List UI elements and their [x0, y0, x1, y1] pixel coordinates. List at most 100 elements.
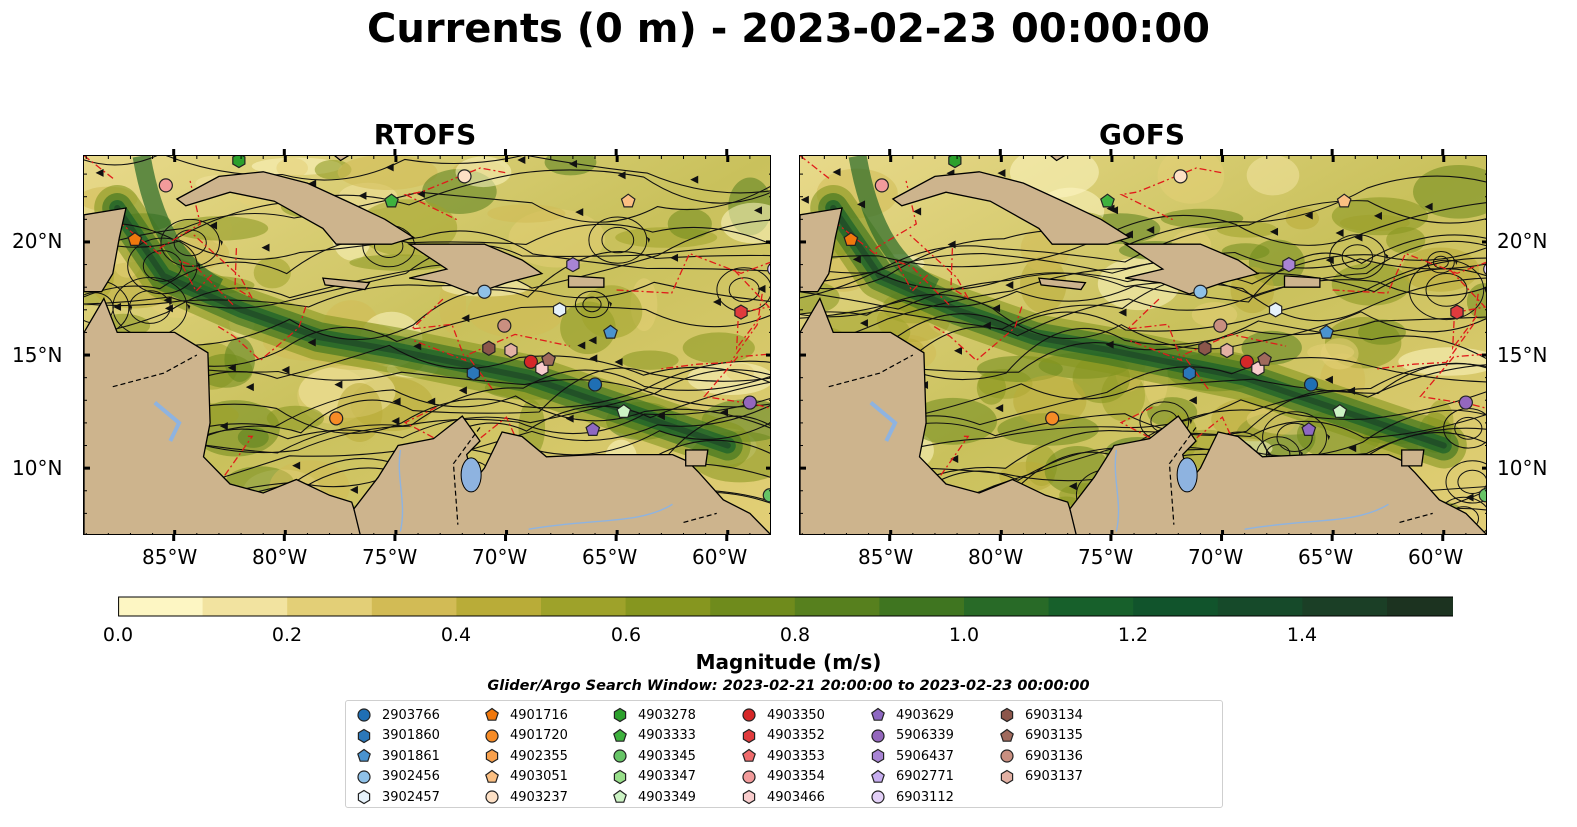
- float-marker: [1332, 403, 1348, 418]
- float-marker: [1450, 304, 1464, 320]
- legend-marker: [742, 789, 756, 805]
- central-america-landmass: [84, 297, 363, 534]
- current-jet: [848, 156, 940, 296]
- float-marker: [457, 169, 472, 184]
- country-border: [828, 354, 1433, 525]
- legend-item: 4901716: [484, 705, 568, 725]
- eez-boundary: [178, 435, 254, 510]
- colorbar-segment: [118, 597, 204, 616]
- float-marker: [504, 342, 518, 359]
- legend-marker: [871, 728, 885, 743]
- streamline: [800, 260, 1486, 350]
- legend-label: 6903136: [1025, 748, 1083, 764]
- lon-tick-label: 70°W: [1188, 545, 1244, 569]
- lat-tick-label: 20°N: [1497, 229, 1548, 253]
- streamline: [800, 251, 1486, 274]
- river: [1244, 503, 1389, 530]
- float-marker: [497, 318, 512, 333]
- legend-item: 3901860: [356, 726, 440, 746]
- speed-patch: [1307, 343, 1355, 361]
- float-marker: [158, 178, 173, 193]
- map-panel-rtofs[interactable]: [83, 155, 771, 535]
- colorbar-tick-label: 1.4: [1286, 624, 1318, 646]
- flow-arrow: [458, 386, 467, 395]
- colorbar-segment: [202, 597, 288, 616]
- float-marker: [1483, 263, 1486, 275]
- south-america-landmass: [353, 415, 770, 534]
- legend-marker: [357, 728, 371, 743]
- eddy-streamline: [574, 290, 610, 319]
- flow-arrow: [1354, 233, 1363, 242]
- circle-marker-icon: [485, 728, 499, 743]
- colorbar-segment: [541, 597, 627, 616]
- eez-boundary: [894, 259, 950, 306]
- lon-tick-label: 85°W: [858, 545, 914, 569]
- pentagon-marker-icon: [613, 789, 627, 803]
- streamline: [84, 219, 770, 337]
- legend-marker: [613, 749, 627, 763]
- legend-item: 4903350: [741, 705, 825, 725]
- eddy-streamline: [588, 216, 648, 264]
- streamline: [800, 202, 1486, 268]
- float-marker: [482, 340, 496, 356]
- flow-arrow: [950, 454, 959, 463]
- map-panel-gofs[interactable]: [799, 155, 1487, 535]
- float-marker: [874, 178, 889, 193]
- legend-item: 4903353: [741, 746, 825, 766]
- legend-marker: [613, 769, 627, 784]
- legend-marker: [485, 790, 499, 804]
- central-america-landmass: [800, 297, 1079, 534]
- colorbar-segment: [371, 597, 457, 616]
- flow-arrow: [1304, 211, 1313, 220]
- legend-item: 6903137: [999, 767, 1083, 787]
- legend-marker: [1000, 728, 1014, 742]
- colorbar-tick-label: 1.2: [1117, 624, 1149, 646]
- legend-label: 4903333: [638, 728, 696, 743]
- flow-arrow: [164, 304, 173, 313]
- flow-arrow: [719, 408, 728, 417]
- float-marker: [616, 403, 632, 418]
- eez-boundary: [105, 180, 202, 257]
- flow-arrow: [852, 255, 861, 264]
- eddy-streamline: [601, 226, 635, 254]
- eddy-streamline: [1276, 422, 1313, 452]
- hexagon-marker-icon: [742, 728, 756, 743]
- speed-patch: [976, 371, 1006, 405]
- legend-item: 4903237: [484, 787, 568, 807]
- flow-arrow: [832, 168, 841, 177]
- legend-label: 3902456: [382, 769, 440, 784]
- legend-item: 4902355: [484, 746, 568, 766]
- lon-tick-label: 60°W: [1408, 545, 1464, 569]
- speed-patch: [1157, 156, 1225, 204]
- eddy-streamline: [1445, 460, 1486, 504]
- flow-arrow: [575, 208, 584, 217]
- flow-arrow: [349, 485, 358, 494]
- flow-arrow: [859, 319, 868, 328]
- float-marker: [603, 324, 618, 339]
- river: [528, 503, 673, 530]
- colorbar-segment: [964, 597, 1050, 616]
- circle-marker-icon: [742, 708, 756, 722]
- colorbar-tick-label: 0.4: [440, 624, 472, 646]
- float-marker: [1193, 284, 1208, 299]
- float-marker: [127, 231, 143, 247]
- legend-item: 4903354: [741, 767, 825, 787]
- lon-tick-label: 65°W: [582, 545, 638, 569]
- streamline: [84, 230, 770, 272]
- float-marker: [762, 488, 770, 503]
- float-marker: [767, 263, 770, 275]
- lat-tick-label: 10°N: [1497, 456, 1548, 480]
- lon-tick-label: 65°W: [1298, 545, 1354, 569]
- legend-marker: [742, 708, 756, 722]
- float-marker: [329, 411, 344, 426]
- trinidad-landmass: [685, 449, 709, 467]
- eddy-streamline: [142, 250, 183, 282]
- float-marker: [1301, 421, 1317, 436]
- legend-marker: [1000, 749, 1014, 763]
- streamline: [84, 281, 770, 308]
- speed-patch: [1216, 221, 1278, 238]
- eddy-streamline: [160, 218, 220, 267]
- jamaica-landmass: [1037, 277, 1087, 291]
- hexagon-marker-icon: [357, 728, 371, 743]
- legend-item: 6903135: [999, 726, 1083, 746]
